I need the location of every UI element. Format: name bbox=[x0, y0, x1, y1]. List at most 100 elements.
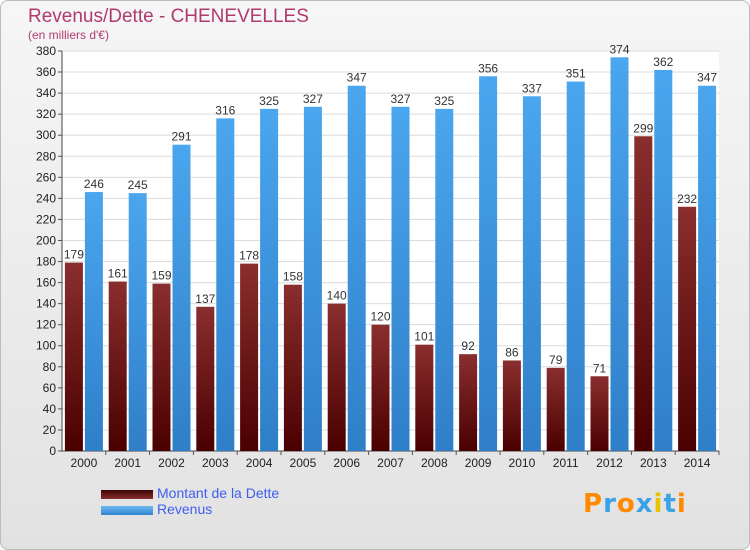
legend-label-dette: Montant de la Dette bbox=[157, 485, 280, 501]
bar-dette bbox=[459, 354, 478, 451]
data-label-revenus: 291 bbox=[171, 130, 191, 144]
y-tick-label: 300 bbox=[36, 128, 56, 142]
data-label-dette: 158 bbox=[283, 270, 303, 284]
y-tick-label: 100 bbox=[36, 339, 56, 353]
y-tick-label: 240 bbox=[36, 191, 56, 205]
data-label-revenus: 245 bbox=[128, 178, 148, 192]
bar-revenus bbox=[610, 57, 629, 451]
x-tick-label: 2007 bbox=[377, 456, 404, 470]
x-tick-label: 2001 bbox=[114, 456, 141, 470]
logo-letter: t bbox=[663, 489, 677, 519]
logo-letter: x bbox=[635, 489, 654, 519]
bar-revenus bbox=[172, 144, 191, 451]
data-label-dette: 161 bbox=[108, 267, 128, 281]
logo-letter: P bbox=[583, 489, 604, 519]
x-tick-label: 2002 bbox=[158, 456, 185, 470]
bar-dette bbox=[634, 136, 653, 451]
y-tick-label: 160 bbox=[36, 276, 56, 290]
x-tick-label: 2012 bbox=[596, 456, 623, 470]
y-tick-label: 320 bbox=[36, 107, 56, 121]
bar-revenus bbox=[479, 76, 498, 452]
y-tick-label: 340 bbox=[36, 86, 56, 100]
data-label-revenus: 246 bbox=[84, 177, 104, 191]
bar-revenus bbox=[391, 106, 410, 451]
x-tick-label: 2014 bbox=[684, 456, 711, 470]
x-tick-label: 2006 bbox=[333, 456, 360, 470]
x-tick-label: 2010 bbox=[509, 456, 536, 470]
bar-revenus bbox=[347, 85, 366, 451]
y-tick-label: 220 bbox=[36, 212, 56, 226]
bar-revenus bbox=[698, 85, 717, 451]
legend-swatch-dette bbox=[101, 490, 153, 499]
bar-dette bbox=[502, 360, 521, 451]
data-label-revenus: 327 bbox=[303, 92, 323, 106]
proxiti-logo: Proxiti bbox=[583, 489, 687, 519]
y-tick-label: 120 bbox=[36, 318, 56, 332]
y-tick-label: 200 bbox=[36, 233, 56, 247]
y-tick-label: 380 bbox=[36, 44, 56, 58]
data-label-dette: 71 bbox=[593, 361, 607, 375]
bar-revenus bbox=[303, 106, 322, 451]
data-label-dette: 101 bbox=[414, 330, 434, 344]
x-tick-label: 2013 bbox=[640, 456, 667, 470]
x-tick-label: 2004 bbox=[246, 456, 273, 470]
data-label-revenus: 356 bbox=[478, 61, 498, 75]
data-label-revenus: 325 bbox=[434, 94, 454, 108]
legend-label-revenus: Revenus bbox=[157, 501, 213, 517]
logo-letter: o bbox=[616, 489, 636, 519]
bar-revenus bbox=[435, 108, 454, 451]
x-tick-label: 2005 bbox=[290, 456, 317, 470]
data-label-revenus: 362 bbox=[653, 55, 673, 69]
data-label-dette: 140 bbox=[327, 289, 347, 303]
data-label-dette: 299 bbox=[633, 121, 653, 135]
bar-dette bbox=[546, 367, 565, 451]
y-tick-label: 20 bbox=[43, 423, 57, 437]
y-tick-label: 0 bbox=[49, 444, 56, 458]
bar-revenus bbox=[84, 192, 103, 452]
bar-dette bbox=[283, 284, 302, 451]
logo-letter: i bbox=[653, 489, 664, 519]
bar-revenus bbox=[128, 193, 147, 451]
data-label-revenus: 347 bbox=[347, 71, 367, 85]
logo-letter: r bbox=[603, 489, 617, 519]
bar-dette bbox=[152, 283, 171, 451]
bar-revenus bbox=[216, 118, 235, 452]
logo-letter: i bbox=[676, 489, 687, 519]
y-tick-label: 280 bbox=[36, 149, 56, 163]
bar-dette bbox=[415, 344, 434, 451]
x-tick-label: 2011 bbox=[553, 456, 579, 470]
bar-dette bbox=[590, 376, 609, 451]
chart-subtitle: (en milliers d'€) bbox=[28, 28, 109, 42]
bar-revenus bbox=[566, 81, 585, 452]
data-label-dette: 178 bbox=[239, 249, 259, 263]
data-label-revenus: 347 bbox=[697, 71, 717, 85]
x-tick-label: 2008 bbox=[421, 456, 448, 470]
data-label-dette: 137 bbox=[195, 292, 215, 306]
bar-revenus bbox=[654, 69, 673, 452]
data-label-dette: 79 bbox=[549, 353, 563, 367]
data-label-revenus: 327 bbox=[390, 92, 410, 106]
data-label-dette: 179 bbox=[64, 248, 84, 262]
data-label-revenus: 351 bbox=[566, 67, 586, 81]
y-tick-label: 60 bbox=[43, 381, 57, 395]
bar-revenus bbox=[260, 108, 279, 451]
data-label-revenus: 325 bbox=[259, 94, 279, 108]
bar-revenus bbox=[522, 96, 541, 452]
data-label-dette: 120 bbox=[370, 310, 390, 324]
y-tick-label: 360 bbox=[36, 65, 56, 79]
x-tick-label: 2000 bbox=[71, 456, 98, 470]
data-label-revenus: 337 bbox=[522, 81, 542, 95]
chart-title: Revenus/Dette - CHENEVELLES bbox=[28, 6, 309, 27]
y-tick-label: 140 bbox=[36, 297, 56, 311]
x-tick-label: 2003 bbox=[202, 456, 229, 470]
bar-dette bbox=[240, 263, 259, 451]
data-label-dette: 92 bbox=[461, 339, 475, 353]
data-label-dette: 159 bbox=[151, 269, 171, 283]
x-tick-label: 2009 bbox=[465, 456, 492, 470]
bar-dette bbox=[678, 206, 697, 451]
data-label-dette: 232 bbox=[677, 192, 697, 206]
legend-swatch-revenus bbox=[101, 506, 153, 515]
y-tick-label: 40 bbox=[43, 402, 57, 416]
